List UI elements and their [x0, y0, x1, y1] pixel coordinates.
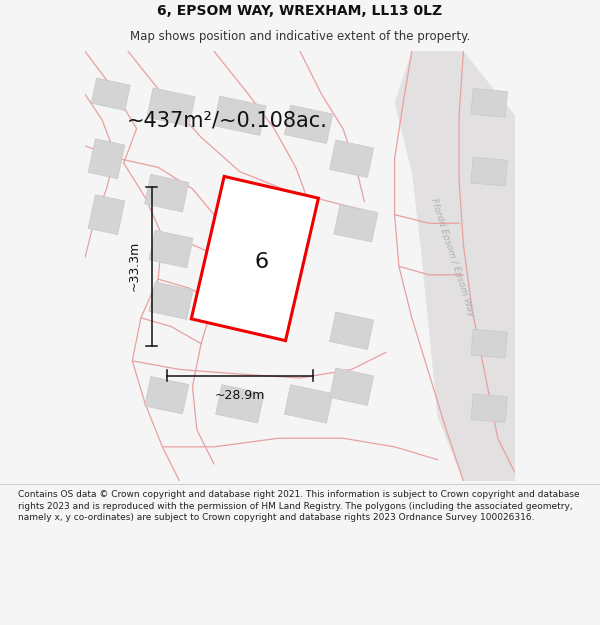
Polygon shape [145, 174, 189, 212]
Text: ~33.3m: ~33.3m [128, 241, 141, 291]
Polygon shape [471, 329, 508, 358]
Text: Contains OS data © Crown copyright and database right 2021. This information is : Contains OS data © Crown copyright and d… [18, 490, 580, 522]
Polygon shape [191, 176, 319, 341]
Polygon shape [88, 139, 125, 179]
Polygon shape [471, 394, 508, 422]
Polygon shape [329, 140, 374, 177]
Polygon shape [149, 282, 193, 319]
Polygon shape [284, 384, 333, 423]
Polygon shape [91, 78, 130, 111]
Polygon shape [471, 89, 508, 118]
Polygon shape [329, 368, 374, 406]
Polygon shape [395, 51, 515, 481]
Text: 6, EPSOM WAY, WREXHAM, LL13 0LZ: 6, EPSOM WAY, WREXHAM, LL13 0LZ [157, 4, 443, 18]
Polygon shape [334, 204, 378, 242]
Text: ~437m²/~0.108ac.: ~437m²/~0.108ac. [127, 110, 328, 130]
Polygon shape [329, 312, 374, 349]
Polygon shape [471, 158, 508, 186]
Polygon shape [149, 230, 193, 268]
Text: 6: 6 [254, 252, 268, 272]
Polygon shape [88, 195, 125, 234]
Text: ~28.9m: ~28.9m [215, 389, 265, 402]
Polygon shape [284, 105, 333, 144]
Text: Ffordd Epsom / Epsom Way: Ffordd Epsom / Epsom Way [429, 198, 476, 318]
Polygon shape [145, 376, 189, 414]
Polygon shape [215, 384, 264, 423]
Polygon shape [147, 88, 195, 126]
Text: Map shows position and indicative extent of the property.: Map shows position and indicative extent… [130, 31, 470, 43]
Polygon shape [214, 96, 266, 136]
